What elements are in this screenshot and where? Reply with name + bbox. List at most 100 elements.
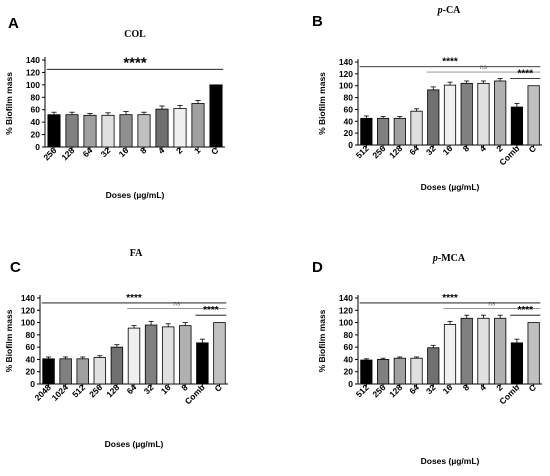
panel-letter: C <box>10 259 21 276</box>
y-tick-label: 140 <box>339 57 353 67</box>
bar-16 <box>443 84 457 146</box>
y-tick-label: 140 <box>26 55 40 65</box>
chart-title-italic-part: p <box>437 5 443 16</box>
y-axis-label: % Biofilm mass <box>4 309 14 372</box>
significance-label: **** <box>442 57 458 68</box>
bar-128 <box>393 117 406 146</box>
bar-128 <box>65 114 79 148</box>
x-axis-label: Doses (µg/mL) <box>105 439 164 449</box>
x-axis-label: Doses (µg/mL) <box>421 456 480 466</box>
bar-128 <box>393 357 406 385</box>
bar-16 <box>119 114 133 148</box>
bar-128 <box>110 346 124 385</box>
chart-title: COL <box>124 29 146 40</box>
bar-256 <box>93 357 107 385</box>
y-tick-label: 140 <box>21 293 35 303</box>
x-tick-label: 1 <box>192 145 203 156</box>
chart-title-rest: -MCA <box>438 253 466 264</box>
bar-2 <box>494 80 507 146</box>
x-tick-label: 8 <box>179 382 190 393</box>
bar-8 <box>460 82 473 146</box>
y-tick-label: 40 <box>26 354 36 364</box>
bar-64 <box>83 114 97 148</box>
y-tick-label: 80 <box>31 92 41 102</box>
bar-4 <box>155 108 169 148</box>
bar-64 <box>127 327 141 385</box>
bar-512 <box>76 358 89 385</box>
bar-8 <box>179 325 192 385</box>
bar-32 <box>427 347 440 385</box>
y-tick-label: 120 <box>339 69 353 79</box>
y-tick-label: 60 <box>26 342 36 352</box>
x-tick-label: C <box>527 382 538 393</box>
bar-512 <box>360 117 373 146</box>
bar-2 <box>173 108 187 148</box>
bar-comb <box>196 342 209 385</box>
y-tick-label: 100 <box>339 318 353 328</box>
bar-32 <box>427 89 440 146</box>
x-axis-label: Doses (µg/mL) <box>106 190 165 200</box>
bar-2048 <box>42 358 55 385</box>
x-tick-label: C <box>527 143 538 154</box>
y-tick-label: 0 <box>348 379 353 389</box>
bar-64 <box>410 357 423 385</box>
y-axis-label: % Biofilm mass <box>317 309 327 372</box>
bar-256 <box>47 114 61 148</box>
bar-32 <box>144 324 158 385</box>
y-tick-label: 40 <box>31 117 41 127</box>
y-tick-label: 40 <box>344 354 354 364</box>
x-tick-label: 4 <box>477 382 488 393</box>
bar-1024 <box>59 358 72 385</box>
x-tick-label: 2 <box>174 145 185 156</box>
y-tick-label: 20 <box>26 367 36 377</box>
y-tick-label: 20 <box>344 367 354 377</box>
x-tick-label: 2 <box>494 143 505 154</box>
bar-512 <box>360 359 373 385</box>
y-tick-label: 100 <box>26 80 40 90</box>
y-tick-label: 40 <box>344 116 354 126</box>
y-tick-label: 0 <box>35 142 40 152</box>
x-tick-label: C <box>209 145 220 156</box>
chart-title-rest: -CA <box>443 5 462 16</box>
ns-label: ns <box>488 300 496 307</box>
y-tick-label: 20 <box>31 130 41 140</box>
significance-label: **** <box>442 293 458 304</box>
bar-comb <box>510 106 523 146</box>
panel-letter: D <box>312 259 323 276</box>
y-tick-label: 60 <box>344 104 354 114</box>
ns-label: ns <box>480 64 488 71</box>
y-tick-label: 140 <box>339 293 353 303</box>
y-tick-label: 60 <box>31 105 41 115</box>
chart-title: FA <box>130 248 143 259</box>
significance-label: **** <box>123 54 147 71</box>
x-axis-label: Doses (µg/mL) <box>421 182 480 192</box>
chart-title: p-MCA <box>432 253 466 264</box>
y-tick-label: 100 <box>21 318 35 328</box>
bar-32 <box>101 114 115 148</box>
bar-16 <box>443 324 457 385</box>
x-tick-label: 8 <box>461 382 472 393</box>
bar-64 <box>410 110 423 146</box>
ns-label: ns <box>173 300 181 307</box>
significance-label: **** <box>517 305 533 316</box>
y-tick-label: 80 <box>344 93 354 103</box>
significance-label: **** <box>203 305 219 316</box>
bar-16 <box>161 326 175 385</box>
bar-c <box>527 322 540 385</box>
y-tick-label: 80 <box>26 330 36 340</box>
bar-2 <box>494 317 507 385</box>
bar-256 <box>377 359 390 385</box>
panel-letter: B <box>312 13 323 30</box>
x-tick-label: 8 <box>461 143 472 154</box>
x-tick-label: C <box>212 382 223 393</box>
y-tick-label: 80 <box>344 330 354 340</box>
y-tick-label: 60 <box>344 342 354 352</box>
bar-8 <box>460 317 473 385</box>
bar-comb <box>510 342 523 385</box>
y-tick-label: 0 <box>30 379 35 389</box>
y-tick-label: 20 <box>344 128 354 138</box>
bar-1 <box>191 103 205 148</box>
